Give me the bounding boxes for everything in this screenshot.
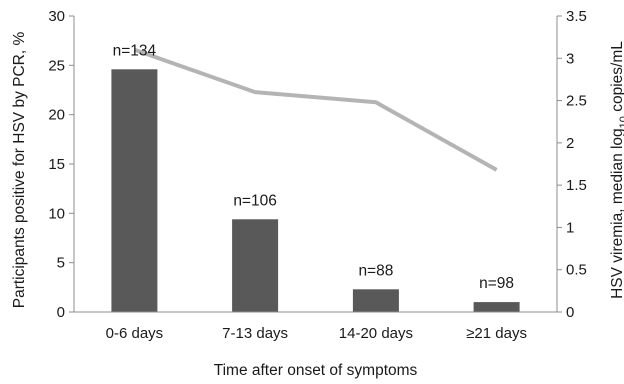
y2-axis-title-part: copies/mL — [609, 41, 624, 116]
bars-layer — [111, 69, 520, 312]
labels-layer: n=134 n=106 n=88 n=98 — [113, 42, 514, 292]
left-tick-label: 25 — [48, 57, 65, 74]
y2-axis-title: HSV viremia, median log10 copies/mL — [609, 41, 624, 299]
right-tick-label: 0 — [566, 304, 574, 321]
right-tick-label: 3.5 — [566, 8, 587, 25]
right-tick-label: 2 — [566, 135, 574, 152]
left-tick-label: 20 — [48, 107, 65, 124]
bar--21-days — [473, 302, 520, 312]
right-tick-label: 3 — [566, 50, 574, 67]
right-tick-label: 1.5 — [566, 177, 587, 194]
y-axis-title: Participants positive for HSV by PCR, % — [11, 32, 28, 309]
data-label: n=88 — [358, 262, 393, 279]
x-tick-label: 14-20 days — [339, 325, 413, 342]
x-axis-title: Time after onset of symptoms — [214, 362, 418, 379]
left-tick-label: 15 — [48, 156, 65, 173]
y2-axis-title-part: HSV viremia, median log — [609, 128, 624, 299]
line-layer — [133, 47, 498, 172]
x-tick-label: 0-6 days — [106, 325, 164, 342]
x-tick-label: 7-13 days — [222, 325, 288, 342]
right-tick-label: 2.5 — [566, 93, 587, 110]
right-tick-label: 0.5 — [566, 262, 587, 279]
data-label: n=98 — [479, 275, 514, 292]
axes-layer: 0 5 10 15 20 25 30 0 0.5 1 1.5 2 2.5 3 3.5 0-6 days 7-13… — [11, 8, 624, 379]
y2-axis-title-subscript: 10 — [618, 116, 624, 128]
bar-0-6-days — [111, 69, 158, 312]
left-tick-label: 10 — [48, 205, 65, 222]
left-tick-label: 5 — [57, 255, 65, 272]
bar-7-13-days — [232, 219, 279, 312]
data-label: n=106 — [233, 192, 277, 209]
bar-14-20-days — [352, 289, 399, 312]
right-tick-label: 1 — [566, 219, 574, 236]
left-tick-label: 0 — [57, 304, 65, 321]
viremia-line — [133, 47, 498, 172]
x-tick-label: ≥21 days — [466, 325, 527, 342]
left-tick-label: 30 — [48, 8, 65, 25]
data-label: n=134 — [113, 42, 157, 59]
